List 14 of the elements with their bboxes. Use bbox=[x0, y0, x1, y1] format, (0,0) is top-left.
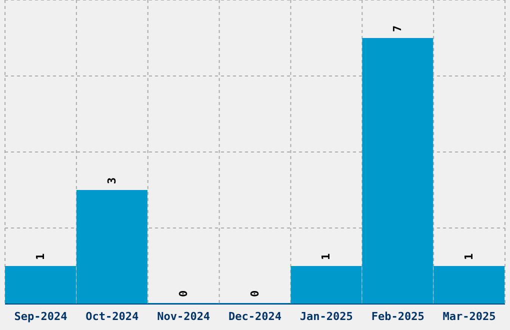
x-tick-label: Feb-2025 bbox=[371, 310, 424, 323]
x-tick-label: Sep-2024 bbox=[14, 310, 68, 323]
data-label: 1 bbox=[320, 253, 333, 260]
data-label: 0 bbox=[176, 290, 190, 297]
x-tick-label: Jan-2025 bbox=[300, 310, 353, 323]
data-label: 1 bbox=[462, 253, 476, 260]
x-tick-label: Dec-2024 bbox=[228, 310, 282, 323]
data-label: 0 bbox=[248, 290, 262, 297]
data-label: 3 bbox=[105, 177, 118, 184]
x-tick-label: Oct-2024 bbox=[86, 310, 140, 323]
x-tick-label: Mar-2025 bbox=[442, 310, 496, 323]
data-label: 7 bbox=[391, 25, 404, 32]
data-label: 1 bbox=[34, 253, 47, 260]
x-tick-label: Nov-2024 bbox=[157, 310, 210, 323]
